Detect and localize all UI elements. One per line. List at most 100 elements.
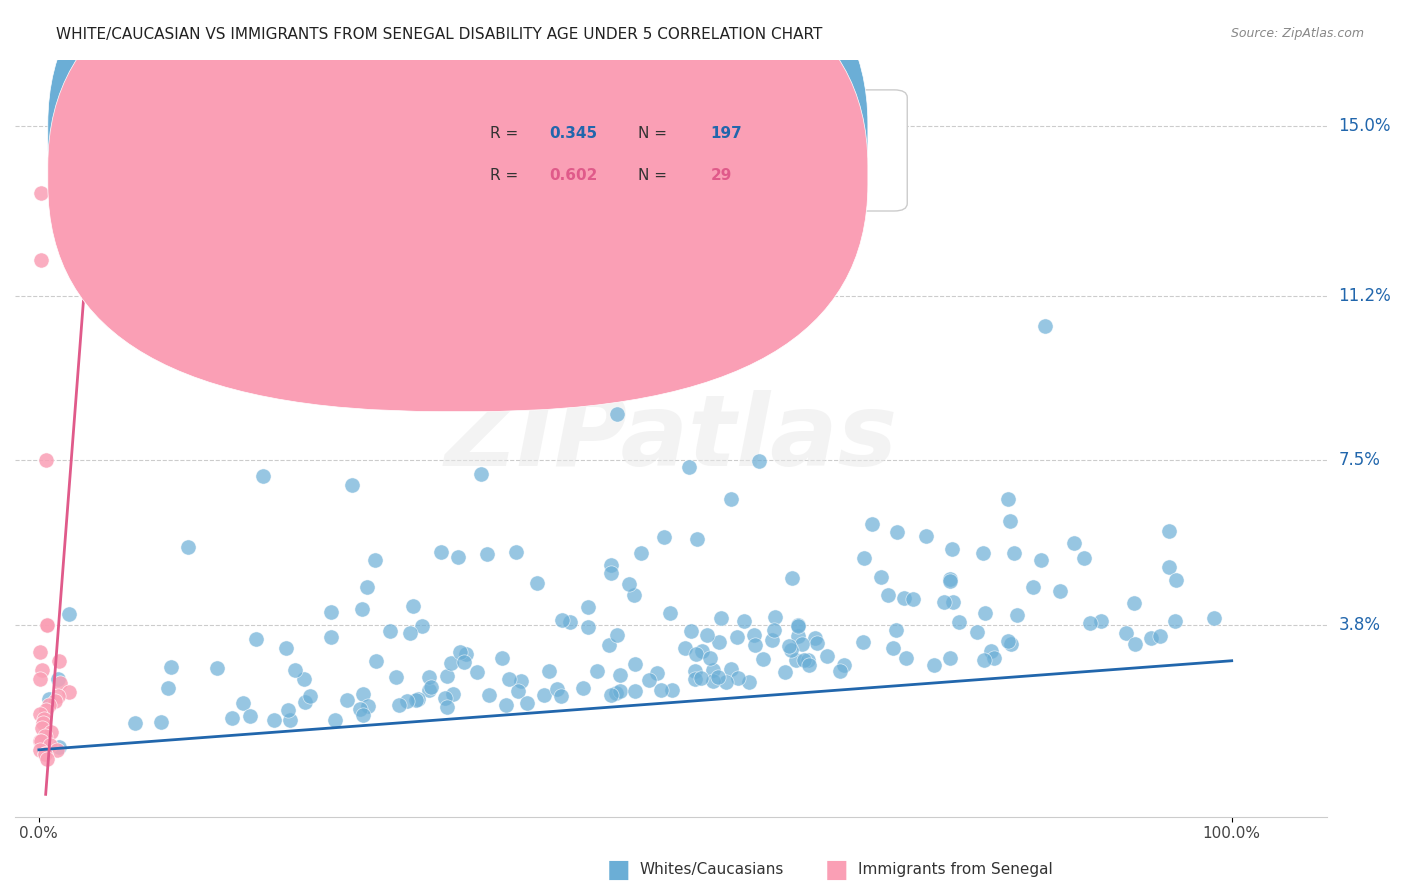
Point xyxy=(1149,629,1171,643)
Text: 3.8%: 3.8% xyxy=(1339,616,1381,634)
Text: N =: N = xyxy=(638,168,678,183)
FancyBboxPatch shape xyxy=(409,90,907,211)
Point xyxy=(1123,637,1146,651)
Point xyxy=(418,670,440,684)
Point xyxy=(707,670,730,684)
Point xyxy=(46,672,69,686)
Point xyxy=(177,540,200,554)
Point xyxy=(624,657,647,671)
FancyBboxPatch shape xyxy=(48,0,868,370)
Text: N =: N = xyxy=(638,127,672,141)
Point xyxy=(399,625,422,640)
Point xyxy=(405,693,427,707)
Point xyxy=(599,688,621,702)
Point xyxy=(30,734,52,748)
Point xyxy=(997,633,1019,648)
Point xyxy=(28,707,51,722)
Point xyxy=(411,619,433,633)
Point xyxy=(1063,535,1085,549)
Point xyxy=(156,681,179,696)
Point xyxy=(972,546,994,560)
Point xyxy=(586,665,609,679)
Point xyxy=(893,591,915,605)
Point xyxy=(436,699,458,714)
Point xyxy=(49,676,72,690)
Point xyxy=(252,469,274,483)
Point xyxy=(456,647,478,661)
Point xyxy=(30,252,52,267)
Point xyxy=(28,734,51,748)
Point xyxy=(661,683,683,698)
Point xyxy=(914,529,936,543)
Point xyxy=(1115,626,1137,640)
Point xyxy=(352,687,374,701)
Point xyxy=(939,651,962,665)
Point xyxy=(630,546,652,560)
Point xyxy=(436,669,458,683)
Point xyxy=(673,640,696,655)
Point xyxy=(645,666,668,681)
Point xyxy=(600,566,623,581)
Point xyxy=(983,651,1005,665)
Text: WHITE/CAUCASIAN VS IMMIGRANTS FROM SENEGAL DISABILITY AGE UNDER 5 CORRELATION CH: WHITE/CAUCASIAN VS IMMIGRANTS FROM SENEG… xyxy=(56,27,823,42)
Point xyxy=(980,643,1002,657)
FancyBboxPatch shape xyxy=(48,0,868,411)
Point xyxy=(797,657,820,672)
Point xyxy=(419,681,441,695)
Point xyxy=(31,721,53,735)
Point xyxy=(702,663,724,677)
Point xyxy=(1005,608,1028,623)
Point xyxy=(997,492,1019,507)
Point xyxy=(710,611,733,625)
Point xyxy=(28,645,51,659)
Point xyxy=(46,743,69,757)
Point xyxy=(533,688,555,702)
Point xyxy=(790,637,813,651)
Point xyxy=(34,730,56,744)
Point xyxy=(623,588,645,602)
Point xyxy=(34,747,56,762)
Point xyxy=(576,620,599,634)
Point xyxy=(352,708,374,723)
Point xyxy=(683,672,706,686)
Point xyxy=(342,478,364,492)
Point xyxy=(624,684,647,698)
Point xyxy=(364,654,387,668)
Point xyxy=(638,673,661,687)
Point xyxy=(1157,524,1180,539)
Point xyxy=(576,600,599,615)
Point xyxy=(606,628,628,642)
Point xyxy=(1029,553,1052,567)
Point xyxy=(806,635,828,649)
Point xyxy=(869,570,891,584)
Point xyxy=(1033,318,1056,333)
Point xyxy=(617,576,640,591)
Point xyxy=(475,547,498,561)
Point xyxy=(966,625,988,640)
Point xyxy=(364,553,387,567)
Point xyxy=(763,624,786,638)
Text: 11.2%: 11.2% xyxy=(1339,286,1391,304)
Point xyxy=(1078,615,1101,630)
Point xyxy=(32,712,55,726)
Point xyxy=(349,702,371,716)
Text: Whites/Caucasians: Whites/Caucasians xyxy=(640,863,785,877)
Point xyxy=(356,580,378,594)
Point xyxy=(901,591,924,606)
Point xyxy=(683,665,706,679)
Point xyxy=(815,648,838,663)
Point xyxy=(877,588,900,602)
Point xyxy=(702,673,724,688)
Point xyxy=(509,673,531,688)
Point xyxy=(550,613,572,627)
Point xyxy=(797,653,820,667)
Point xyxy=(357,698,380,713)
Point xyxy=(1049,584,1071,599)
Point xyxy=(720,492,742,507)
Point xyxy=(1164,573,1187,587)
Point xyxy=(678,459,700,474)
Point xyxy=(546,682,568,697)
Point xyxy=(748,454,770,468)
Text: ■: ■ xyxy=(607,858,630,881)
Point xyxy=(605,686,627,700)
